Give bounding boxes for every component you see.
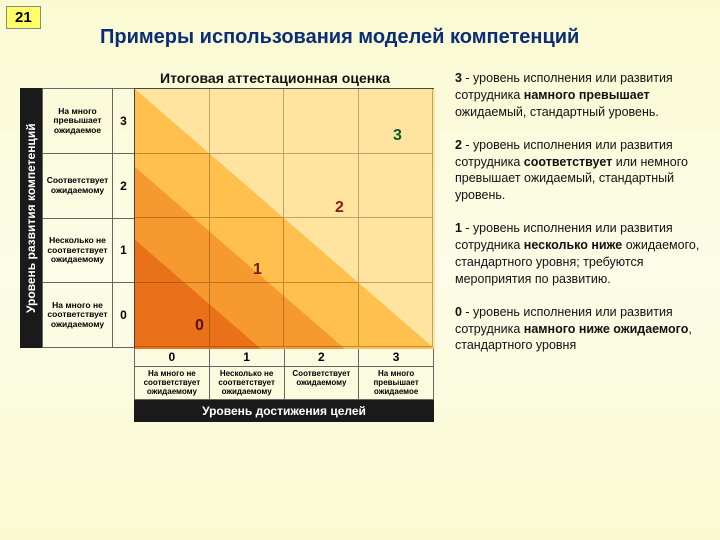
grid-cell [359, 218, 434, 283]
y-value: 0 [112, 282, 134, 348]
legend: 3 - уровень исполнения или развития сотр… [455, 70, 705, 370]
y-value: 3 [112, 88, 134, 153]
grid-cell [135, 154, 210, 219]
grid-cell [284, 154, 359, 219]
y-axis-label: Уровень развития компетенций [20, 88, 42, 348]
x-category: Соответствует ожидаемому [284, 367, 359, 400]
legend-item: 2 - уровень исполнения или развития сотр… [455, 137, 705, 205]
y-category: На много превышает ожидаемое [42, 88, 112, 153]
y-categories: На много превышает ожидаемоеСоответствуе… [42, 88, 112, 348]
legend-item: 1 - уровень исполнения или развития сотр… [455, 220, 705, 288]
band-label: 3 [393, 127, 402, 145]
matrix-grid: 3 2 1 0 [134, 88, 434, 348]
x-value: 1 [209, 348, 284, 367]
y-values: 3210 [112, 88, 134, 348]
x-category: На много не соответствует ожидаемому [134, 367, 209, 400]
matrix-top-title: Итоговая аттестационная оценка [110, 70, 440, 88]
grid-cell [284, 89, 359, 154]
grid-cell [284, 218, 359, 283]
y-value: 2 [112, 153, 134, 218]
grid-cell [359, 154, 434, 219]
page-title: Примеры использования моделей компетенци… [100, 26, 579, 49]
y-value: 1 [112, 218, 134, 283]
y-category: Соответствует ожидаемому [42, 153, 112, 218]
grid-cell [210, 218, 285, 283]
x-axis-label: Уровень достижения целей [134, 400, 434, 422]
x-category: Несколько не соответствует ожидаемому [209, 367, 284, 400]
x-value: 0 [134, 348, 209, 367]
grid-cell [359, 283, 434, 348]
x-categories: На много не соответствует ожидаемомуНеск… [134, 367, 434, 400]
x-value: 3 [358, 348, 434, 367]
legend-item: 0 - уровень исполнения или развития сотр… [455, 304, 705, 355]
band-label: 0 [195, 317, 204, 335]
legend-item: 3 - уровень исполнения или развития сотр… [455, 70, 705, 121]
x-values: 0123 [134, 348, 434, 367]
band-label: 1 [253, 261, 262, 279]
y-category: На много не соответствует ожидаемому [42, 282, 112, 348]
band-label: 2 [335, 199, 344, 217]
grid-cell [135, 283, 210, 348]
grid-cell [284, 283, 359, 348]
grid-cell [210, 283, 285, 348]
matrix-container: Итоговая аттестационная оценка Уровень р… [20, 70, 440, 422]
grid-cell [135, 89, 210, 154]
slide-number: 21 [6, 6, 41, 29]
grid-cell [210, 89, 285, 154]
grid-cell [135, 218, 210, 283]
x-value: 2 [284, 348, 359, 367]
y-category: Несколько не соответствует ожидаемому [42, 218, 112, 283]
grid-cell [210, 154, 285, 219]
x-category: На много превышает ожидаемое [358, 367, 434, 400]
